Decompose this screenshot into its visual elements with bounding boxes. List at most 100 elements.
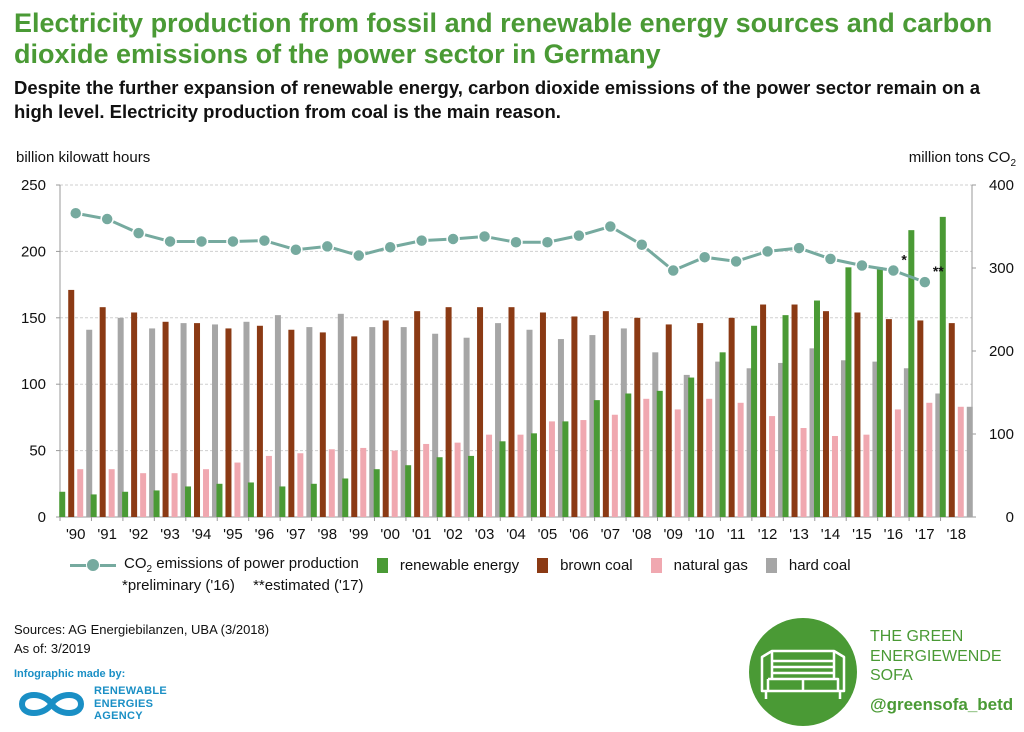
legend-co2-suffix: emissions of power production: [152, 555, 359, 572]
x-tick-label: '95: [223, 526, 243, 543]
hard-bar: [652, 352, 659, 517]
brown-bar: [854, 312, 861, 517]
renewable-bar: [562, 421, 569, 517]
hard-bar: [149, 328, 156, 517]
gas-bar: [548, 421, 555, 517]
right-tick-label: 200: [989, 343, 1014, 360]
x-tick-label: '01: [412, 526, 432, 543]
gas-bar: [108, 469, 115, 517]
hard-bar: [935, 393, 942, 517]
legend-gas: natural gas: [650, 557, 748, 574]
gas-bar: [643, 398, 650, 517]
gas-bar: [863, 434, 870, 517]
hard-bar: [117, 317, 124, 517]
x-tick-label: '11: [727, 526, 745, 543]
legend-renewable: renewable energy: [376, 556, 520, 574]
gas-bar: [203, 469, 210, 517]
gas-bar: [926, 402, 933, 517]
brown-bar: [445, 307, 452, 517]
hard-coal-swatch: [765, 557, 777, 573]
left-tick-label: 0: [38, 509, 46, 526]
x-tick-label: '98: [318, 526, 338, 543]
co2-point: [226, 234, 240, 249]
right-tick-label: 300: [989, 260, 1014, 277]
gas-bar: [297, 453, 304, 517]
hard-bar: [966, 406, 973, 517]
x-tick-label: '93: [160, 526, 180, 543]
x-tick-label: '13: [789, 526, 809, 543]
gas-bar: [77, 469, 84, 517]
hard-bar: [243, 321, 250, 517]
x-tick-label: '12: [758, 526, 778, 543]
x-tick-label: '06: [569, 526, 589, 543]
x-tick-label: '04: [506, 526, 526, 543]
renewable-bar: [530, 433, 537, 517]
co2-point: [131, 226, 146, 240]
renewable-bar: [216, 483, 223, 517]
x-tick-label: '91: [97, 526, 117, 543]
renewable-bar: [405, 465, 412, 517]
hard-bar: [746, 368, 753, 517]
agency-line-2: ENERGIES: [94, 697, 154, 710]
renewable-bar: [688, 377, 695, 517]
brown-bar: [917, 320, 924, 517]
legend-co2-label: CO2 emissions of power production: [124, 555, 359, 575]
renewable-bar: [90, 494, 97, 517]
hard-bar: [212, 324, 219, 517]
hard-bar: [337, 313, 344, 517]
left-axis-label: billion kilowatt hours: [16, 149, 151, 166]
renewable-bar: [436, 457, 443, 517]
co2-point: [792, 241, 806, 255]
agency-line-1: RENEWABLE: [94, 685, 167, 697]
brown-bar: [288, 329, 295, 517]
co2-point: [572, 228, 586, 243]
x-tick-label: '92: [129, 526, 149, 543]
brown-bar: [99, 307, 106, 517]
renewable-bar: [751, 325, 758, 517]
right-tick-label: 100: [989, 426, 1014, 443]
gas-bar: [517, 434, 524, 517]
co2-point: [257, 233, 272, 248]
hard-bar: [495, 323, 502, 517]
brown-bar: [948, 323, 955, 517]
brown-bar: [351, 336, 358, 517]
brown-bar: [822, 311, 829, 517]
gas-bar: [423, 443, 430, 517]
gas-bar: [234, 462, 241, 517]
co2-point: [446, 232, 460, 246]
brown-bar: [225, 328, 232, 517]
legend-renewable-label: renewable energy: [399, 556, 520, 574]
agency-name: RENEWABLE ENERGIES AGENCY: [94, 685, 167, 723]
brown-bar: [791, 304, 798, 517]
gas-bar: [171, 473, 178, 517]
x-tick-label: '08: [632, 526, 652, 543]
gas-bar: [769, 416, 776, 517]
renewable-bar: [499, 441, 506, 517]
gas-bar: [328, 449, 335, 517]
renewable-bar: [656, 390, 663, 517]
co2-point: [477, 229, 492, 244]
x-tick-label: '99: [349, 526, 369, 543]
renewable-swatch: [376, 557, 388, 573]
sofa-handle: @greensofa_betd: [870, 695, 1014, 714]
brown-bar: [665, 324, 672, 517]
x-tick-label: '97: [286, 526, 306, 543]
x-tick-label: '02: [443, 526, 463, 543]
legend-co2-prefix: CO: [124, 555, 147, 572]
natural-gas-swatch: [650, 557, 662, 573]
renewable-bar: [373, 469, 380, 517]
renewable-bar: [153, 490, 160, 517]
chart-subtitle: Despite the further expansion of renewab…: [14, 77, 981, 122]
renewable-bar: [122, 491, 129, 517]
x-tick-label: '90: [66, 526, 86, 543]
x-tick-label: '09: [663, 526, 683, 543]
co2-point: [855, 258, 869, 273]
renewable-bar: [247, 482, 254, 517]
hard-bar: [683, 374, 690, 517]
hard-bar: [778, 362, 785, 517]
co2-annotation: **: [933, 263, 944, 279]
left-tick-label: 150: [21, 310, 46, 327]
sofa-line-1: THE GREEN: [870, 628, 964, 645]
renewable-bar: [782, 315, 789, 517]
co2-point: [289, 242, 303, 257]
